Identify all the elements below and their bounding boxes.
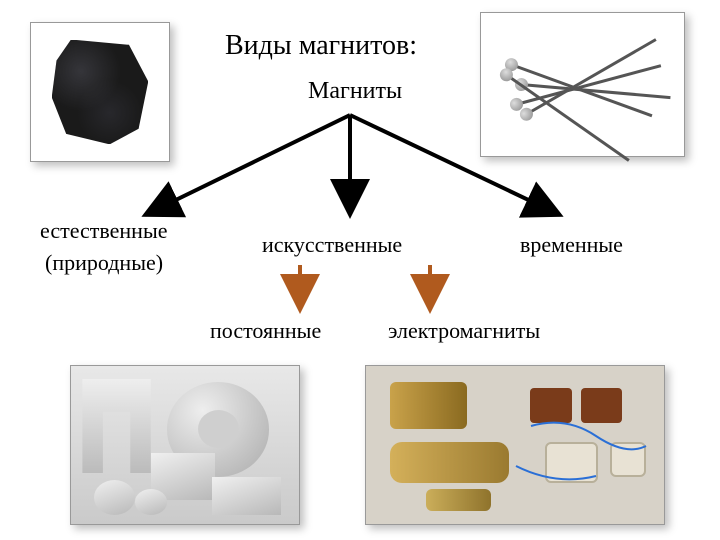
image-nails <box>480 12 685 157</box>
label-artificial: искусственные <box>262 232 402 258</box>
image-electromagnets <box>365 365 665 525</box>
label-natural: естественные <box>40 218 168 244</box>
page-subtitle: Магниты <box>308 78 402 105</box>
label-permanent: постоянные <box>210 318 321 344</box>
image-steel-magnets <box>70 365 300 525</box>
image-magnetite <box>30 22 170 162</box>
label-temporary: временные <box>520 232 623 258</box>
page-title: Виды магнитов: <box>225 30 417 62</box>
label-natural-paren: (природные) <box>45 250 163 276</box>
label-electromagnets: электромагниты <box>388 318 540 344</box>
